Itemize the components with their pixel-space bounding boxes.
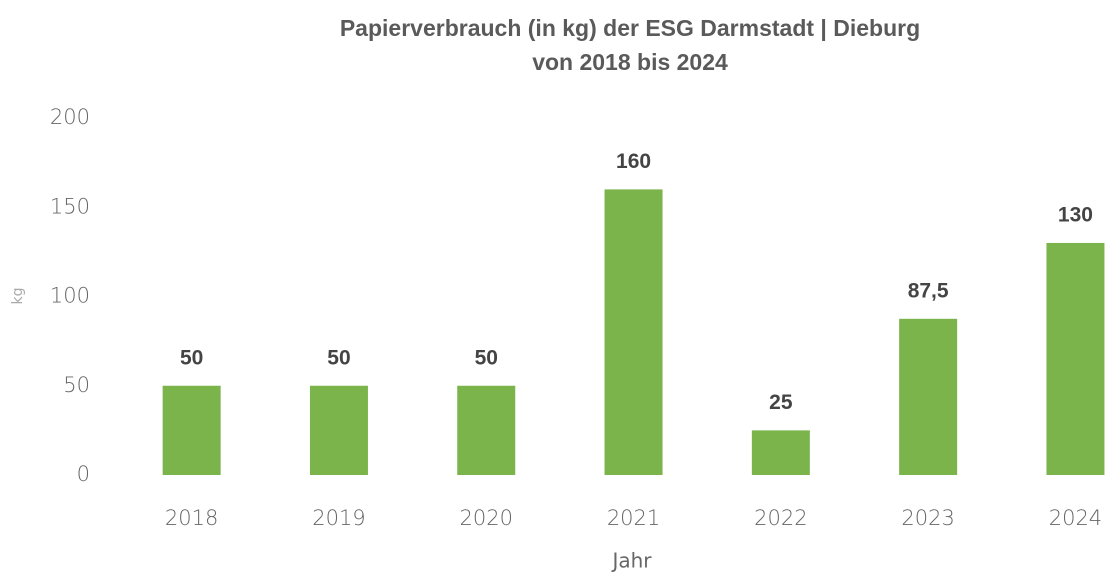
x-tick-label: 2024 [1049, 506, 1102, 530]
x-axis-label: Jahr [610, 549, 652, 573]
value-label: 25 [769, 391, 793, 414]
chart-title: von 2018 bis 2024 [532, 49, 728, 75]
bar [162, 385, 221, 475]
y-tick-label: 50 [63, 373, 90, 397]
value-label: 160 [616, 150, 651, 173]
x-tick-label: 2019 [312, 506, 365, 530]
value-label: 50 [180, 346, 203, 369]
y-tick-label: 100 [50, 284, 90, 308]
bar [309, 385, 368, 475]
y-axis-label: kg [10, 288, 26, 305]
bar [751, 430, 810, 475]
y-tick-label: 0 [77, 462, 90, 486]
chart-title: Papierverbrauch (in kg) der ESG Darmstad… [340, 15, 920, 41]
bar [457, 385, 516, 475]
x-tick-label: 2022 [754, 506, 807, 530]
bar [604, 189, 663, 475]
bar [899, 318, 958, 475]
y-tick-label: 150 [50, 194, 90, 218]
value-label: 130 [1058, 203, 1093, 226]
x-tick-label: 2023 [901, 506, 954, 530]
value-label: 50 [475, 346, 498, 369]
x-tick-label: 2021 [607, 506, 660, 530]
x-tick-label: 2018 [165, 506, 218, 530]
bar [1046, 242, 1105, 475]
y-tick-label: 200 [50, 105, 90, 129]
value-label: 50 [327, 346, 350, 369]
x-tick-label: 2020 [460, 506, 513, 530]
value-label: 87,5 [908, 279, 949, 302]
